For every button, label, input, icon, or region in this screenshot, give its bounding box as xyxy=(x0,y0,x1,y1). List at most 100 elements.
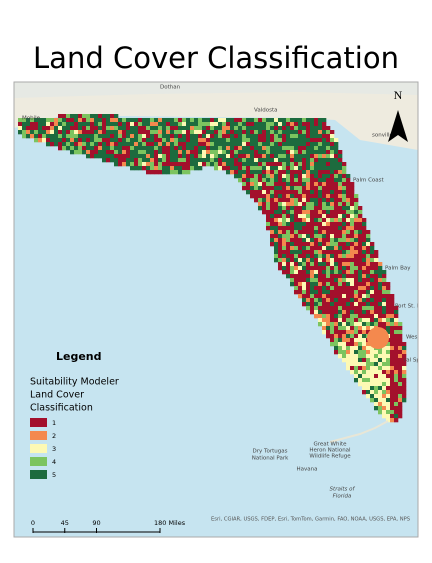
land-cell xyxy=(198,154,203,159)
land-cell xyxy=(282,178,287,183)
land-cell xyxy=(130,130,135,135)
land-cell xyxy=(178,146,183,151)
land-cell xyxy=(330,250,335,255)
land-cell xyxy=(322,210,327,215)
land-cell xyxy=(134,166,139,171)
land-cell xyxy=(294,162,299,167)
land-cell xyxy=(186,162,191,167)
land-cell xyxy=(294,258,299,263)
land-cell xyxy=(270,222,275,227)
land-cell xyxy=(334,298,339,303)
land-cell xyxy=(298,206,303,211)
land-cell xyxy=(374,270,379,275)
land-cell xyxy=(170,146,175,151)
land-cell xyxy=(374,350,379,355)
land-cell xyxy=(374,250,379,255)
land-cell xyxy=(122,146,127,151)
land-cell xyxy=(114,118,119,123)
land-cell xyxy=(294,182,299,187)
land-cell xyxy=(318,234,323,239)
land-cell xyxy=(282,186,287,191)
land-cell xyxy=(398,322,403,327)
land-cell xyxy=(74,142,79,147)
land-cell xyxy=(114,122,119,127)
land-cell xyxy=(310,118,315,123)
land-cell xyxy=(310,278,315,283)
land-cell xyxy=(298,158,303,163)
land-cell xyxy=(50,126,55,131)
land-cell xyxy=(238,178,243,183)
land-cell xyxy=(302,154,307,159)
land-cell xyxy=(94,138,99,143)
land-cell xyxy=(370,298,375,303)
land-cell xyxy=(294,242,299,247)
land-cell xyxy=(302,146,307,151)
land-cell xyxy=(326,318,331,323)
land-cell xyxy=(334,186,339,191)
land-cell xyxy=(118,126,123,131)
land-cell xyxy=(266,174,271,179)
land-cell xyxy=(306,154,311,159)
land-cell xyxy=(310,214,315,219)
land-cell xyxy=(358,242,363,247)
land-cell xyxy=(246,190,251,195)
land-cell xyxy=(86,130,91,135)
land-cell xyxy=(322,262,327,267)
land-cell xyxy=(278,186,283,191)
land-cell xyxy=(298,258,303,263)
land-cell xyxy=(386,354,391,359)
land-cell xyxy=(302,138,307,143)
land-cell xyxy=(402,370,407,375)
land-cell xyxy=(378,362,383,367)
land-cell xyxy=(50,142,55,147)
land-cell xyxy=(206,146,211,151)
land-cell xyxy=(322,278,327,283)
land-cell xyxy=(230,142,235,147)
land-cell xyxy=(378,370,383,375)
land-cell xyxy=(286,242,291,247)
land-cell xyxy=(358,306,363,311)
land-cell xyxy=(246,174,251,179)
land-cell xyxy=(358,258,363,263)
land-cell xyxy=(382,294,387,299)
land-cell xyxy=(374,406,379,411)
land-cell xyxy=(306,218,311,223)
land-cell xyxy=(350,186,355,191)
land-cell xyxy=(286,134,291,139)
land-cell xyxy=(238,138,243,143)
land-cell xyxy=(378,374,383,379)
land-cell xyxy=(234,126,239,131)
land-cell xyxy=(310,210,315,215)
land-cell xyxy=(382,398,387,403)
land-cell xyxy=(218,142,223,147)
land-cell xyxy=(162,154,167,159)
land-cell xyxy=(374,290,379,295)
land-cell xyxy=(366,234,371,239)
land-cell xyxy=(230,134,235,139)
land-cell xyxy=(302,278,307,283)
place-label: Palm Bay xyxy=(385,266,411,272)
land-cell xyxy=(318,122,323,127)
land-cell xyxy=(26,122,31,127)
land-cell xyxy=(266,202,271,207)
place-label: Wildlife Refuge xyxy=(309,454,351,460)
land-cell xyxy=(270,134,275,139)
land-cell xyxy=(342,330,347,335)
land-cell xyxy=(302,174,307,179)
land-cell xyxy=(90,130,95,135)
land-cell xyxy=(250,170,255,175)
land-cell xyxy=(78,138,83,143)
land-cell xyxy=(186,130,191,135)
land-cell xyxy=(154,142,159,147)
land-cell xyxy=(46,126,51,131)
land-cell xyxy=(282,214,287,219)
land-cell xyxy=(318,258,323,263)
land-cell xyxy=(198,138,203,143)
land-cell xyxy=(338,346,343,351)
land-cell xyxy=(342,242,347,247)
land-cell xyxy=(366,282,371,287)
land-cell xyxy=(334,226,339,231)
land-cell xyxy=(386,390,391,395)
land-cell xyxy=(102,118,107,123)
land-cell xyxy=(290,262,295,267)
